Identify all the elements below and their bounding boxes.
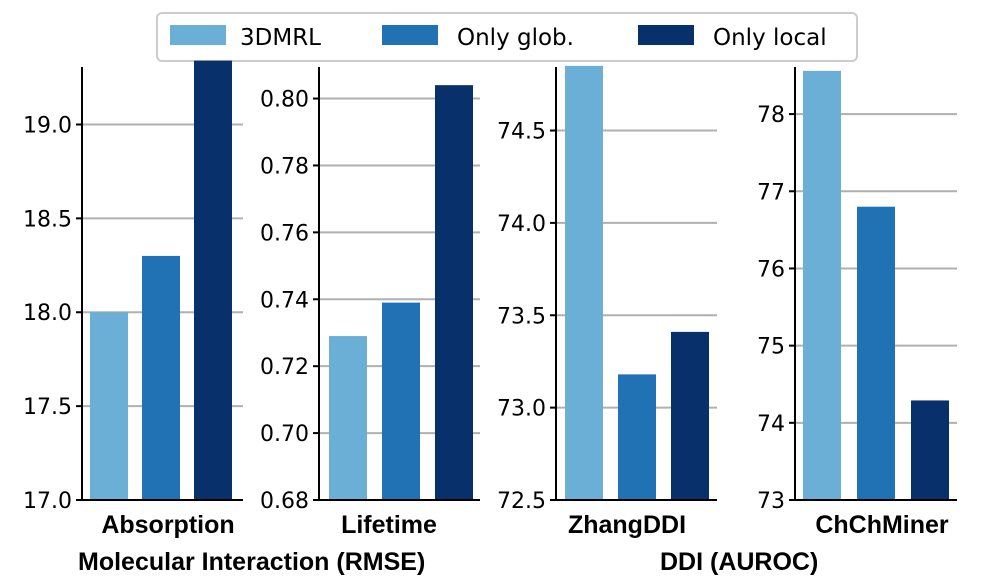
bar-only-local	[911, 400, 949, 500]
y-tick-label: 0.72	[260, 355, 309, 380]
y-tick-label: 0.70	[260, 422, 309, 447]
y-tick-label: 74.5	[497, 120, 546, 145]
chart-panels: 17.017.518.018.519.0Absorption0.680.700.…	[23, 60, 957, 539]
y-tick-label: 18.5	[23, 207, 72, 232]
y-tick-label: 74.0	[497, 212, 546, 237]
y-tick-label: 17.0	[23, 489, 72, 514]
bar-only-glob	[382, 302, 420, 500]
legend-label-3dmrl: 3DMRL	[240, 25, 321, 51]
y-tick-label: 0.80	[260, 88, 309, 113]
y-tick-label: 73.5	[497, 304, 546, 329]
bar-3dmrl	[90, 312, 128, 500]
bar-only-glob	[142, 255, 180, 500]
bar-only-local	[671, 331, 709, 500]
group-label-molecular-interaction: Molecular Interaction (RMSE)	[78, 548, 425, 576]
panel-absorption: 17.0 17.5 18.0 18.5 19.0 Absorption	[23, 60, 243, 539]
bar-only-glob	[618, 374, 656, 500]
y-tick-label: 0.68	[260, 489, 309, 514]
panel-lifetime: 0.68 0.70 0.72 0.74 0.76 0.78 0.80 Lifetime	[260, 67, 480, 539]
y-tick-label: 19.0	[23, 113, 72, 138]
bar-3dmrl	[803, 70, 841, 500]
y-tick-label: 73	[757, 489, 785, 514]
y-tick-label: 74	[757, 412, 785, 437]
panel-zhangddi: 72.5 73.0 73.5 74.0 74.5 ZhangDDI	[497, 65, 717, 539]
bar-3dmrl	[565, 65, 603, 500]
legend-label-only-local: Only local	[713, 25, 827, 51]
legend-label-only-glob: Only glob.	[457, 25, 574, 51]
y-tick-label: 77	[757, 180, 785, 205]
y-tick-label: 75	[757, 335, 785, 360]
y-tick-label: 18.0	[23, 301, 72, 326]
y-tick-label: 73.0	[497, 397, 546, 422]
y-tick-label: 72.5	[497, 489, 546, 514]
y-tick-label: 0.78	[260, 154, 309, 179]
y-tick-label: 76	[757, 257, 785, 282]
y-tick-label: 17.5	[23, 395, 72, 420]
bar-only-local	[194, 60, 232, 500]
panel-title: ZhangDDI	[568, 511, 686, 539]
group-label-ddi: DDI (AUROC)	[660, 548, 818, 576]
y-tick-label: 0.74	[260, 288, 309, 313]
legend-swatch-only-local	[638, 25, 694, 45]
panel-title: ChChMiner	[815, 511, 949, 539]
panel-chchminer: 73 74 75 76 77 78 ChChMiner	[757, 67, 957, 539]
legend: 3DMRL Only glob. Only local	[156, 12, 858, 62]
panel-title: Absorption	[101, 511, 234, 539]
legend-swatch-3dmrl	[170, 25, 226, 45]
bar-only-local	[435, 85, 473, 500]
y-tick-label: 78	[757, 103, 785, 128]
y-tick-label: 0.76	[260, 221, 309, 246]
bar-only-glob	[857, 206, 895, 500]
legend-swatch-only-glob	[382, 25, 438, 45]
panel-title: Lifetime	[341, 511, 437, 539]
bar-3dmrl	[329, 336, 367, 500]
